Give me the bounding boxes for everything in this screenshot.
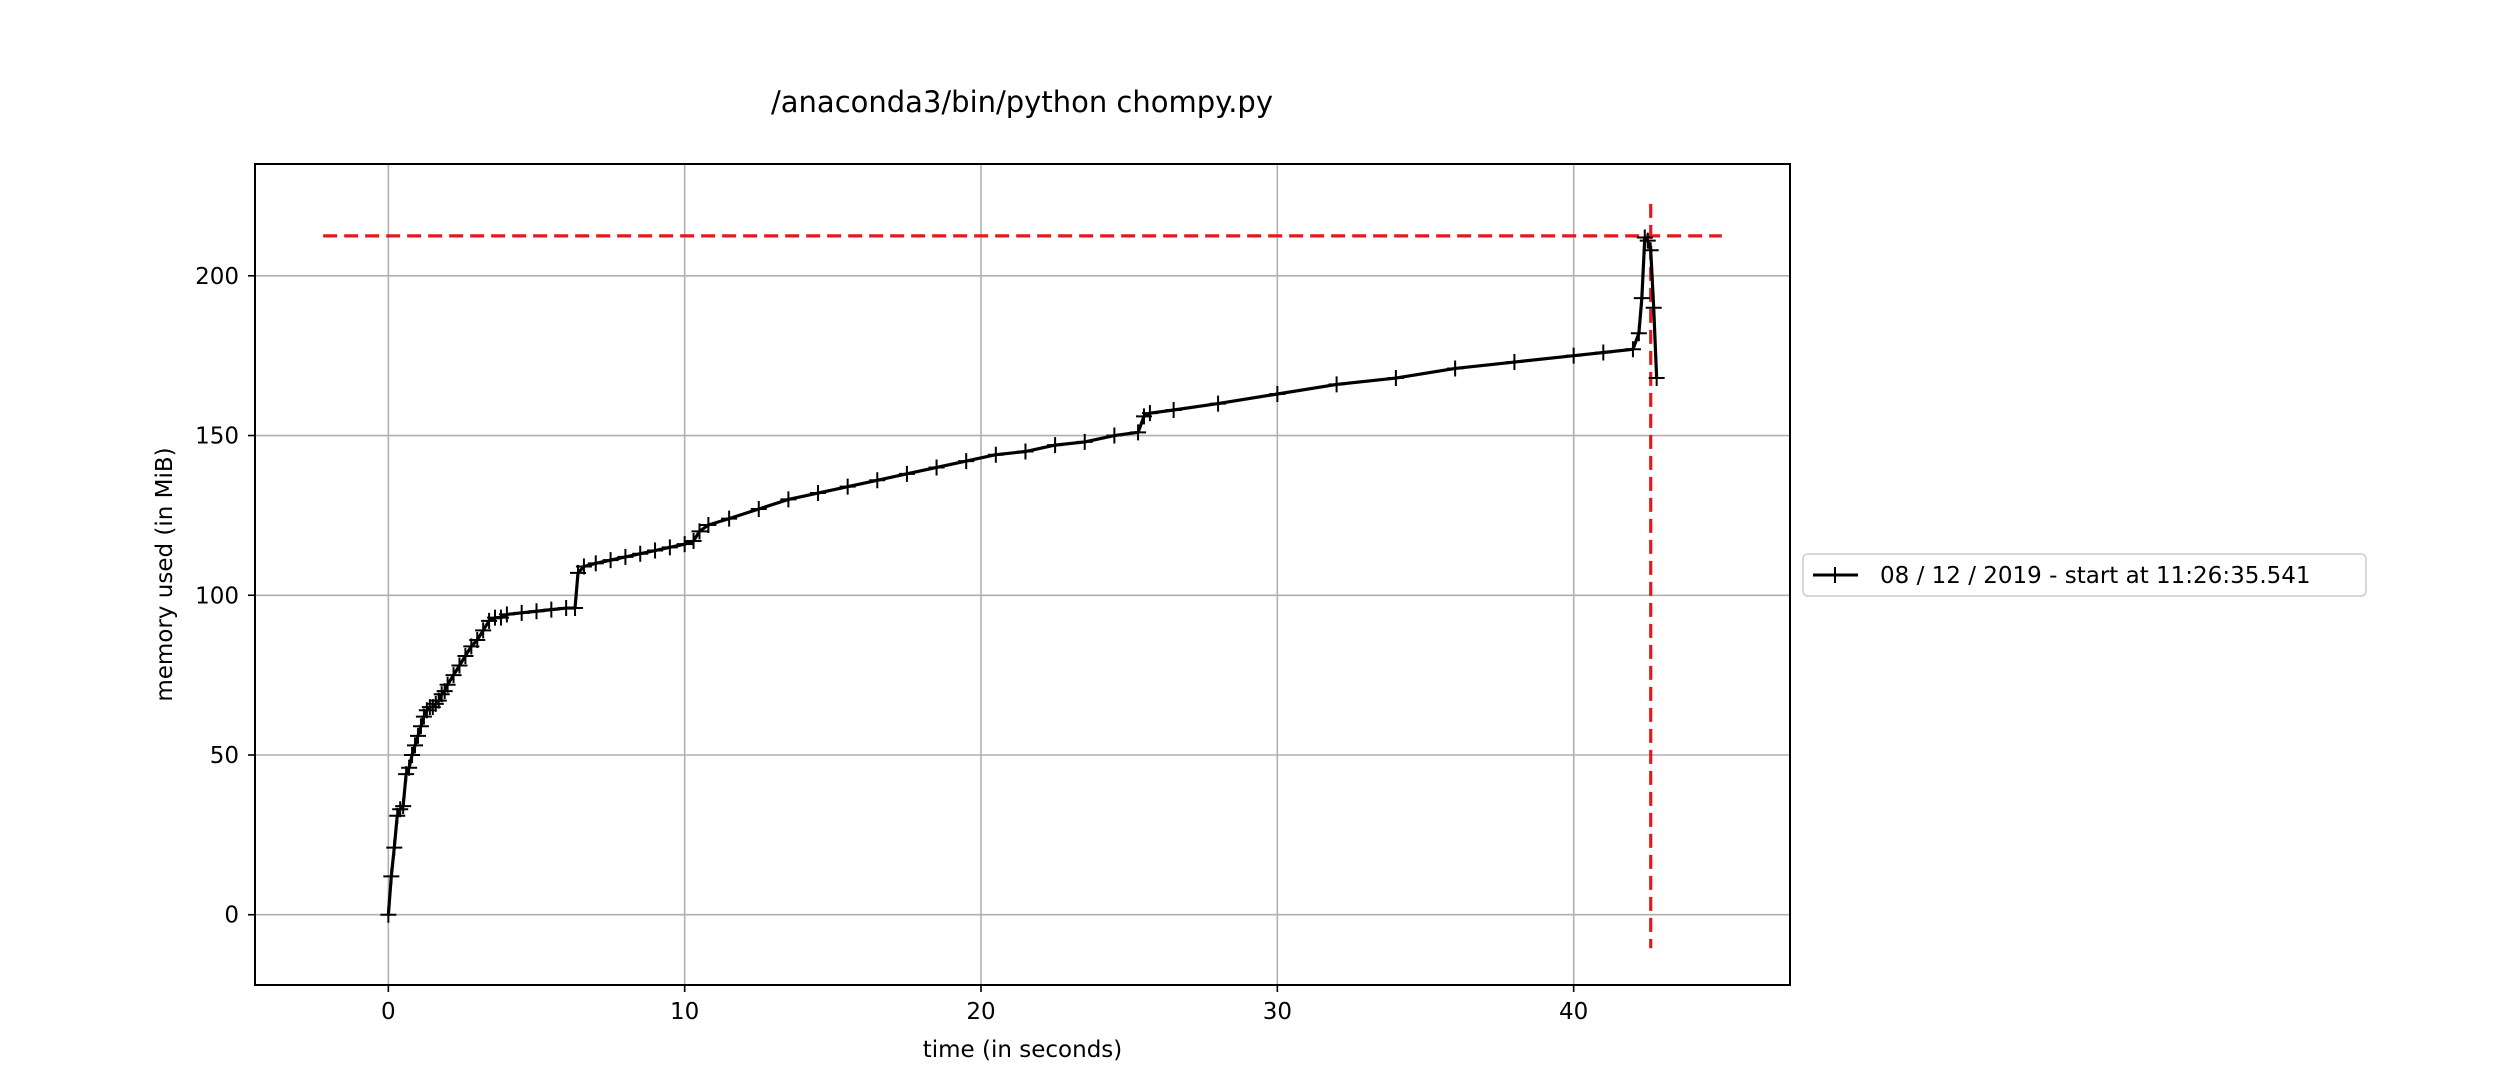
data-point (427, 695, 444, 712)
data-point (1565, 347, 1582, 364)
data-point (700, 516, 717, 533)
data-point (386, 839, 403, 856)
series-line (386, 235, 1659, 915)
data-point (1506, 354, 1523, 371)
data-point (409, 727, 426, 744)
data-point (617, 548, 634, 565)
reference-lines (323, 203, 1722, 949)
data-point (567, 600, 584, 617)
legend-marker (1827, 567, 1843, 583)
x-tick-label: 20 (966, 999, 995, 1025)
data-point (407, 737, 424, 754)
data-point (404, 746, 421, 763)
data-point (401, 759, 418, 776)
x-axis-label: time (in seconds) (923, 1037, 1123, 1063)
x-tick-label: 0 (381, 999, 396, 1025)
data-point (1165, 401, 1182, 418)
data-point (928, 459, 945, 476)
data-point (632, 545, 649, 562)
data-point (780, 491, 797, 508)
x-tick-label: 40 (1559, 999, 1588, 1025)
data-point (445, 667, 462, 684)
x-tick-label: 30 (1263, 999, 1292, 1025)
data-point (1633, 290, 1650, 307)
data-point (1047, 437, 1064, 454)
data-point (1106, 427, 1123, 444)
data-point (439, 676, 456, 693)
data-point (433, 686, 450, 703)
data-point (383, 868, 400, 885)
legend: 08 / 12 / 2019 - start at 11:26:35.541 (1802, 553, 2367, 597)
data-point (1639, 232, 1656, 249)
y-tick-label: 150 (195, 424, 239, 450)
data-point (1648, 370, 1665, 387)
data-point (1141, 405, 1158, 422)
data-point (575, 558, 592, 575)
data-point (810, 485, 827, 502)
data-point (498, 606, 515, 623)
data-point (1645, 299, 1662, 316)
x-tick-label: 10 (670, 999, 699, 1025)
data-point (869, 472, 886, 489)
chart-title: /anaconda3/bin/python chompy.py (771, 85, 1273, 119)
data-point (685, 532, 702, 549)
data-point (1328, 376, 1345, 393)
data-point (647, 542, 664, 559)
legend-entry: 08 / 12 / 2019 - start at 11:26:35.541 (1880, 563, 2311, 589)
data-point (528, 603, 545, 620)
data-point (1624, 341, 1641, 358)
data-point (1636, 229, 1653, 246)
data-point (602, 552, 619, 569)
data-point (1130, 424, 1147, 441)
data-point (958, 453, 975, 470)
data-point (475, 622, 492, 639)
grid-lines (255, 164, 1790, 985)
y-axis: 0 50 100 150 200 (195, 264, 255, 929)
data-point (1630, 325, 1647, 342)
data-point (750, 501, 767, 518)
y-tick-label: 0 (224, 903, 239, 929)
data-point (587, 555, 604, 572)
y-axis-label: memory used (in MiB) (152, 447, 178, 701)
data-point (513, 604, 530, 621)
data-point (1595, 344, 1612, 361)
data-point (987, 446, 1004, 463)
data-point (1269, 386, 1286, 403)
data-point (398, 766, 415, 783)
data-point (898, 465, 915, 482)
data-point (1210, 395, 1227, 412)
y-tick-label: 200 (195, 264, 239, 290)
data-point (412, 718, 429, 735)
data-point (1076, 433, 1093, 450)
data-point (691, 523, 708, 540)
data-point (436, 683, 453, 700)
data-point (1642, 242, 1659, 259)
plot-frame (254, 163, 1791, 986)
data-point (415, 708, 432, 725)
data-point (389, 807, 406, 824)
data-point (380, 906, 397, 923)
data-point (1017, 443, 1034, 460)
x-axis: 0 10 20 30 40 (381, 985, 1588, 1025)
data-point (1447, 360, 1464, 377)
y-tick-label: 50 (210, 743, 239, 769)
data-point (392, 801, 409, 818)
data-point (451, 657, 468, 674)
legend-box (1802, 553, 2367, 597)
y-tick-label: 100 (195, 583, 239, 609)
data-series (380, 229, 1665, 923)
data-point (395, 798, 412, 815)
data-point (661, 539, 678, 556)
data-point (543, 601, 560, 618)
data-point (721, 510, 738, 527)
data-point (1387, 370, 1404, 387)
data-point (457, 647, 474, 664)
data-point (839, 478, 856, 495)
data-point (430, 692, 447, 709)
data-point (469, 631, 486, 648)
data-point (676, 536, 693, 553)
